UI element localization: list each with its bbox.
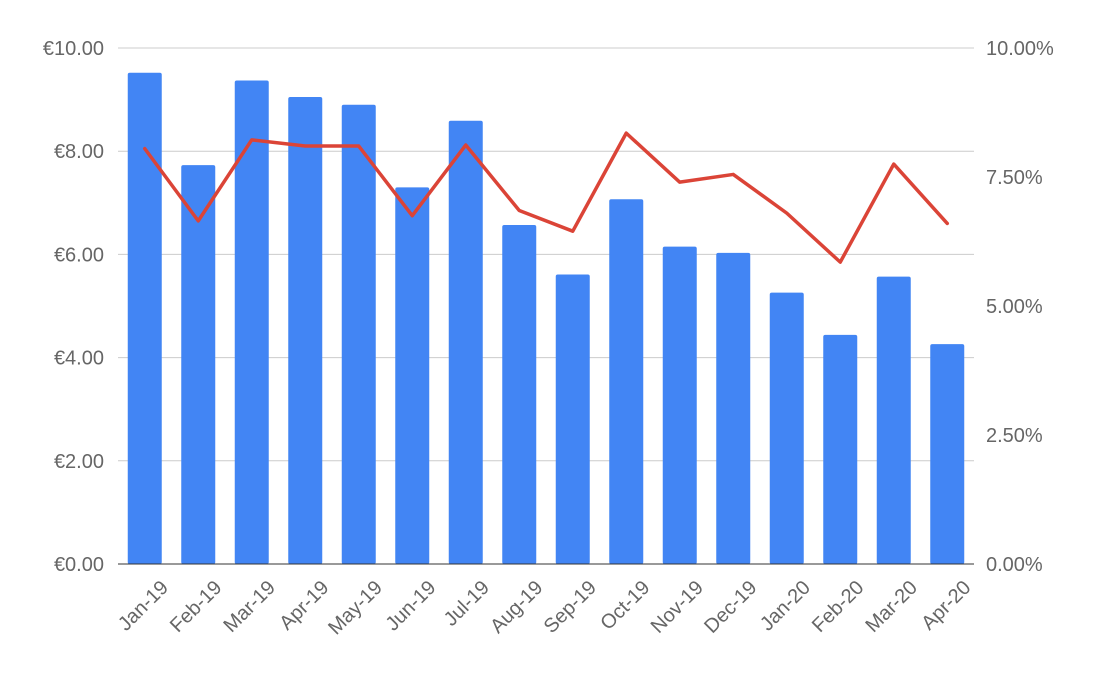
bar <box>395 187 430 564</box>
series-line <box>143 131 949 264</box>
bar <box>448 120 483 565</box>
left-tick-label: €8.00 <box>54 141 104 163</box>
left-tick-label: €4.00 <box>54 348 104 370</box>
x-tick-label: Feb-19 <box>166 577 226 637</box>
right-tick-label: 2.50% <box>986 425 1043 447</box>
x-tick-label: Jan-19 <box>114 577 173 636</box>
x-tick-label: May-19 <box>324 577 387 640</box>
x-tick-label: Jun-19 <box>382 577 441 636</box>
right-axis-tick-labels: 0.00% 2.50% 5.00% 7.50% 10.00% <box>986 38 1054 576</box>
left-tick-label: €2.00 <box>54 451 104 473</box>
x-tick-label: Aug-19 <box>486 577 547 638</box>
left-tick-label: €10.00 <box>43 38 104 60</box>
x-tick-label: Nov-19 <box>647 577 708 638</box>
bar <box>341 104 376 564</box>
bar <box>234 80 269 565</box>
bar <box>823 334 858 564</box>
bar <box>127 72 162 564</box>
bar <box>930 344 965 564</box>
line-series <box>143 131 949 264</box>
bar <box>769 292 804 564</box>
right-tick-label: 7.50% <box>986 167 1043 189</box>
x-tick-label: Jan-20 <box>756 577 815 636</box>
x-tick-label: Oct-19 <box>596 577 654 635</box>
x-tick-label: Mar-20 <box>862 577 922 637</box>
bar <box>876 276 911 564</box>
left-tick-label: €0.00 <box>54 554 104 576</box>
bar <box>609 199 644 565</box>
bar <box>662 246 697 564</box>
x-tick-label: Dec-19 <box>700 577 761 638</box>
x-tick-label: Apr-20 <box>917 577 975 635</box>
bar <box>181 165 216 564</box>
bar-series <box>127 72 965 565</box>
right-tick-label: 10.00% <box>986 38 1054 60</box>
bar <box>555 274 590 564</box>
left-tick-label: €6.00 <box>54 244 104 266</box>
right-tick-label: 5.00% <box>986 296 1043 318</box>
left-axis-tick-labels: €0.00 €2.00 €4.00 €6.00 €8.00 €10.00 <box>43 38 104 576</box>
x-tick-label: Apr-19 <box>275 577 333 635</box>
x-tick-label: Mar-19 <box>220 577 280 637</box>
bar <box>502 224 537 564</box>
bar <box>288 97 323 565</box>
bar <box>716 252 751 565</box>
x-tick-label: Feb-20 <box>808 577 868 637</box>
x-tick-label: Sep-19 <box>540 577 601 638</box>
right-tick-label: 0.00% <box>986 554 1043 576</box>
